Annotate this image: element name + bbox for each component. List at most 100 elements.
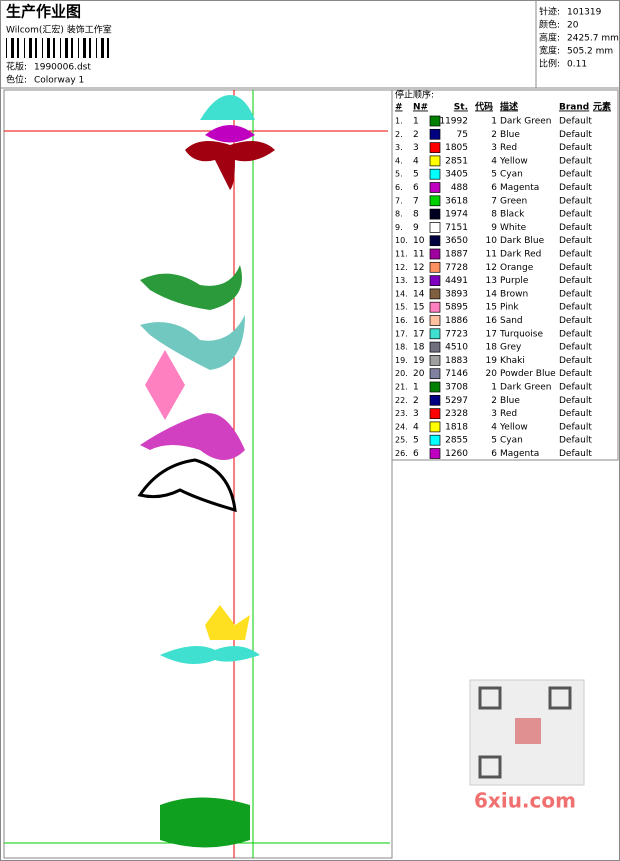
- color-swatch: [429, 381, 441, 393]
- bar: [78, 38, 79, 58]
- bar: [42, 38, 43, 58]
- stitch-count: 4510: [445, 343, 468, 353]
- bar: [83, 38, 86, 58]
- stop-number: 20.: [395, 369, 408, 378]
- stitch-count: 5297: [445, 396, 468, 406]
- color-code: 14: [486, 289, 498, 299]
- color-swatch: [429, 275, 441, 286]
- color-swatch: [429, 142, 441, 153]
- color-name: Pink: [500, 303, 519, 313]
- brand: Default: [559, 170, 592, 180]
- brand: Default: [559, 369, 592, 379]
- color-code: 6: [491, 449, 497, 459]
- design-file: 1990006.dst: [34, 63, 91, 73]
- barcode: [6, 38, 109, 58]
- color-name: Blue: [500, 396, 520, 406]
- needle-number: 14: [413, 289, 425, 299]
- needle-number: 10: [413, 236, 425, 246]
- color-swatch: [429, 288, 441, 300]
- needle-number: 13: [413, 276, 424, 286]
- color-name: Powder Blue: [500, 369, 556, 379]
- brand: Default: [559, 117, 592, 127]
- brand: Default: [559, 289, 592, 299]
- color-name: Cyan: [500, 170, 523, 180]
- color-name: Dark Green: [500, 117, 551, 127]
- color-code: 4: [491, 422, 497, 432]
- color-swatch: [429, 128, 441, 140]
- color-name: Red: [500, 409, 517, 419]
- stitch-count: 1974: [445, 210, 468, 220]
- color-swatch: [429, 248, 441, 260]
- bar: [17, 38, 19, 58]
- color-name: Blue: [500, 130, 520, 140]
- brand: Default: [559, 409, 592, 419]
- stat-label: 比例:: [539, 58, 560, 70]
- color-code: 19: [486, 356, 498, 366]
- color-swatch: [429, 421, 441, 433]
- color-name: White: [500, 223, 527, 233]
- brand: Default: [559, 449, 592, 459]
- stat-label: 高度:: [539, 32, 560, 44]
- stop-number: 18.: [395, 343, 408, 352]
- brand: Default: [559, 250, 592, 260]
- needle-number: 2: [413, 396, 419, 406]
- stitch-count: 5895: [445, 303, 468, 313]
- needle-number: 16: [413, 316, 425, 326]
- stop-number: 22.: [395, 396, 408, 405]
- color-code: 7: [491, 196, 497, 206]
- stop-number: 14.: [395, 289, 408, 298]
- stitch-count: 1887: [445, 250, 468, 260]
- column-header: 代码: [474, 101, 493, 113]
- colorway-label: 色位:: [6, 74, 27, 86]
- stop-number: 9.: [395, 223, 403, 232]
- column-header: Brand: [559, 103, 589, 113]
- needle-number: 11: [413, 250, 424, 260]
- stitch-count: 1805: [445, 143, 468, 153]
- brand: Default: [559, 329, 592, 339]
- design-panel: [3, 89, 393, 859]
- color-swatch: [429, 208, 441, 220]
- stop-number: 26.: [395, 449, 408, 458]
- color-code: 3: [491, 143, 497, 153]
- bar: [107, 38, 109, 58]
- needle-number: 3: [413, 409, 419, 419]
- stop-number: 17.: [395, 329, 408, 338]
- color-code: 20: [486, 369, 498, 379]
- stop-number: 3.: [395, 143, 403, 152]
- bar: [71, 38, 73, 58]
- stitch-count: 75: [457, 130, 468, 140]
- color-code: 15: [486, 303, 497, 313]
- color-swatch: [429, 195, 441, 207]
- stop-number: 10.: [395, 236, 408, 245]
- color-swatch: [429, 328, 441, 340]
- bar: [6, 38, 7, 58]
- color-swatch: [429, 261, 441, 273]
- color-name: Purple: [500, 276, 529, 286]
- color-name: Yellow: [499, 422, 528, 432]
- needle-number: 8: [413, 210, 419, 220]
- brand: Default: [559, 343, 592, 353]
- bar: [96, 38, 97, 58]
- title: 生产作业图: [6, 3, 81, 21]
- color-code: 8: [491, 210, 497, 220]
- needle-number: 4: [413, 156, 419, 166]
- color-code: 18: [486, 343, 498, 353]
- stitch-count: 2851: [445, 156, 468, 166]
- stop-number: 6.: [395, 183, 403, 192]
- needle-number: 9: [413, 223, 419, 233]
- needle-number: 19: [413, 356, 425, 366]
- stitch-count: 3405: [445, 170, 468, 180]
- color-swatch: [429, 222, 441, 233]
- color-code: 1: [491, 117, 497, 127]
- stop-number: 15.: [395, 303, 408, 312]
- color-swatch: [429, 235, 441, 247]
- color-name: Orange: [500, 263, 534, 273]
- stitch-count: 11992: [439, 117, 468, 127]
- color-code: 11: [486, 250, 497, 260]
- color-code: 3: [491, 409, 497, 419]
- needle-number: 1: [413, 117, 419, 127]
- stop-number: 19.: [395, 356, 408, 365]
- color-swatch: [429, 408, 441, 419]
